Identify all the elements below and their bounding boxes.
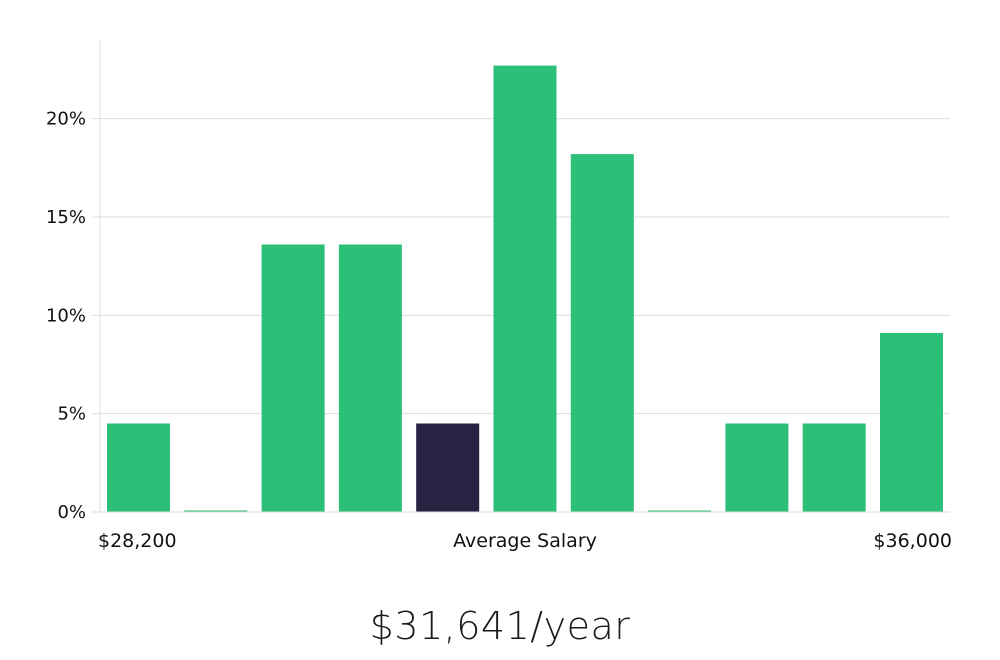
average-salary-value: $31,641/year	[369, 604, 631, 648]
x-max-label: $36,000	[873, 530, 952, 552]
x-axis-label: Average Salary	[453, 530, 597, 552]
bar	[725, 423, 789, 512]
y-tick-label: 15%	[46, 207, 86, 228]
y-tick-label: 5%	[57, 404, 86, 425]
bar-highlighted	[416, 423, 480, 512]
y-tick-label: 20%	[46, 109, 86, 130]
bar	[107, 423, 170, 512]
bar	[802, 423, 866, 512]
bars	[107, 65, 943, 512]
bar	[261, 244, 325, 512]
bar	[880, 333, 943, 512]
x-min-label: $28,200	[98, 530, 177, 552]
bar	[338, 244, 402, 512]
bar	[493, 65, 557, 512]
bar	[184, 510, 248, 512]
y-tick-label: 10%	[46, 305, 86, 326]
salary-histogram: 0% 5% 10% 15% 20% $28,200 Average Salary $36…	[46, 40, 952, 552]
y-axis-ticks: 0% 5% 10% 15% 20%	[46, 109, 100, 523]
bar	[648, 510, 712, 512]
bar	[570, 154, 634, 512]
y-tick-label: 0%	[57, 502, 86, 523]
